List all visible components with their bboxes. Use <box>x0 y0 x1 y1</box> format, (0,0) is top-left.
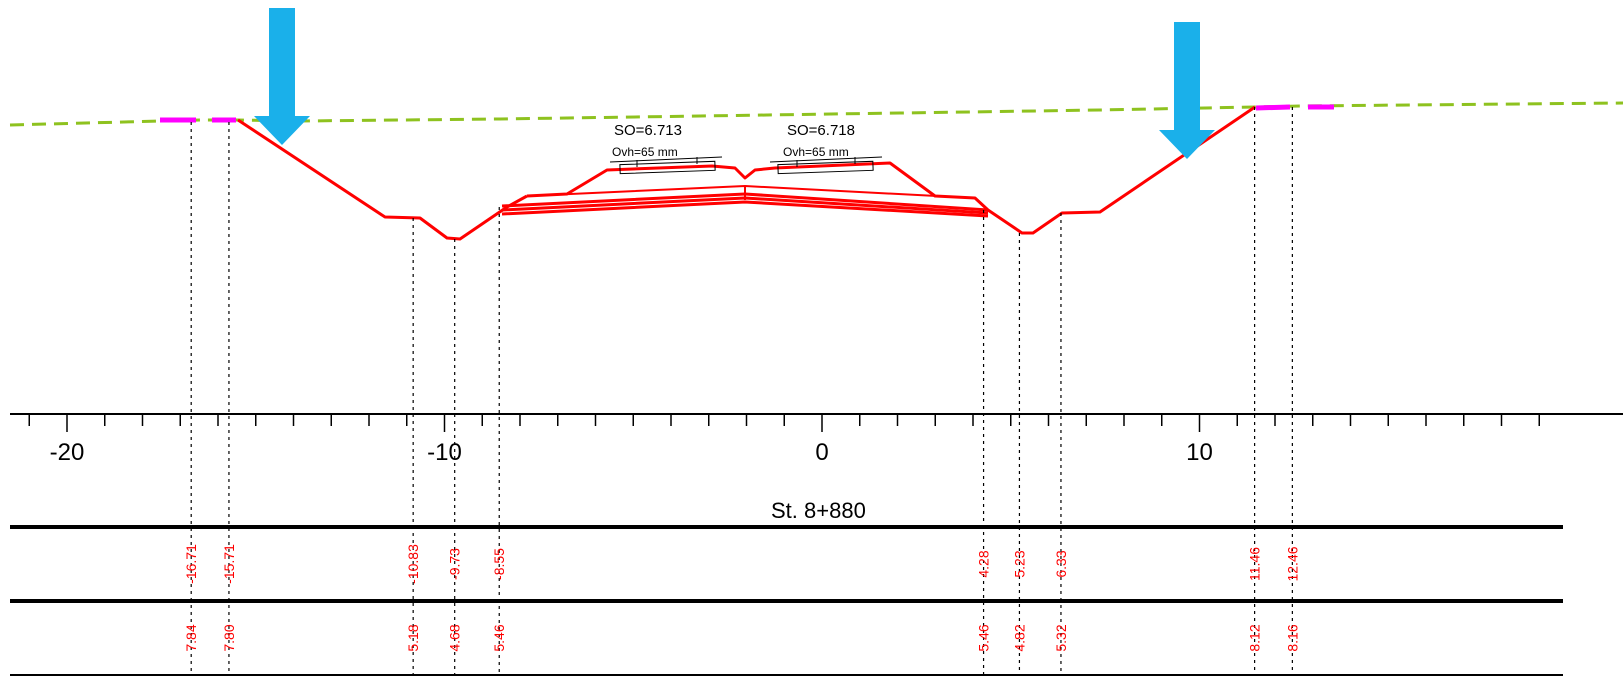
level-value: 5.32 <box>1053 624 1069 651</box>
offset-value: 12.46 <box>1284 546 1300 581</box>
offset-value: 4.28 <box>976 550 992 577</box>
offset-value: -8.55 <box>491 548 507 580</box>
level-value: 8.12 <box>1247 624 1263 651</box>
offset-value: 11.46 <box>1247 547 1263 581</box>
offset-value: -15.71 <box>221 544 237 584</box>
boundary-marker <box>1255 104 1291 111</box>
level-value: 4.68 <box>447 624 463 651</box>
offset-value: 5.23 <box>1011 550 1027 577</box>
level-value: 4.82 <box>1011 624 1027 651</box>
ovh-label-left: Ovh=65 mm <box>612 145 678 159</box>
axis-tick-label: -20 <box>50 439 85 466</box>
level-value: 5.18 <box>405 624 421 651</box>
station-label: St. 8+880 <box>771 498 866 523</box>
measurement-leaders <box>190 107 1293 675</box>
so-label-right: SO=6.718 <box>787 122 855 139</box>
level-value: 7.84 <box>183 624 199 651</box>
lane-annotation-left <box>609 156 723 175</box>
measurement-values: -16.71 7.84 -15.71 7.80 -10.83 5.18 -9.73 4.68 -… <box>183 544 1300 652</box>
design-profile <box>237 105 1256 241</box>
lane-annotation-right <box>769 156 883 175</box>
ovh-label-right: Ovh=65 mm <box>783 145 849 159</box>
so-label-left: SO=6.713 <box>614 122 682 139</box>
level-value: 5.46 <box>491 624 507 651</box>
offset-value: -10.83 <box>405 544 421 584</box>
axis-tick-label: -10 <box>427 439 462 466</box>
offset-value: 6.33 <box>1053 550 1069 577</box>
offset-value: -9.73 <box>447 548 463 580</box>
down-arrow-icon <box>1159 22 1215 159</box>
axis-tick-label: 10 <box>1186 439 1213 466</box>
offset-value: -16.71 <box>183 544 199 584</box>
axis-tick-labels: -20 -10 0 10 <box>50 439 1213 466</box>
axis-tick-label: 0 <box>815 439 828 466</box>
level-value: 8.16 <box>1284 624 1300 651</box>
level-value: 7.80 <box>221 624 237 651</box>
axis-ticks <box>28 414 1540 432</box>
down-arrow-icon <box>254 8 310 145</box>
level-value: 5.46 <box>976 624 992 651</box>
